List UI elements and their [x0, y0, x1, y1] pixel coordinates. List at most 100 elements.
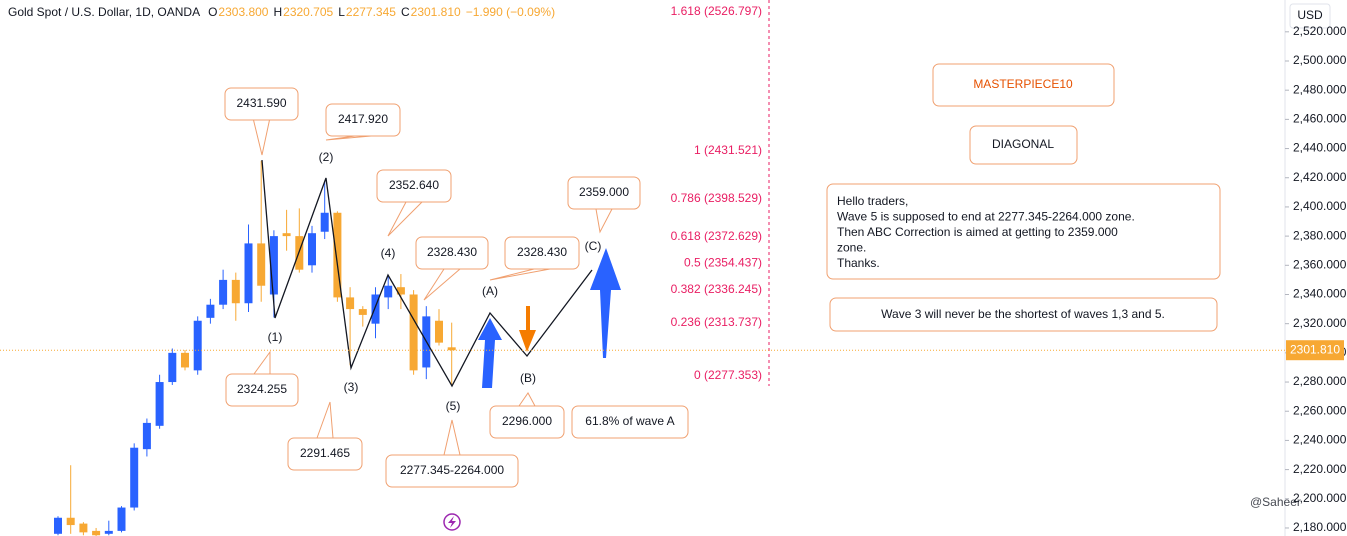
callout-box: [571, 405, 689, 439]
candle-body: [371, 294, 380, 324]
wave-path: [261, 159, 593, 388]
candle-body: [168, 352, 177, 383]
wave-label: (5): [446, 399, 461, 413]
callout-pointer: [387, 201, 423, 237]
y-tick-label: 2,400.000: [1293, 199, 1347, 213]
callout-pointer: [595, 208, 613, 234]
heading-box: [932, 63, 1115, 107]
callout-box: [504, 236, 580, 270]
y-tick-label: 2,340.000: [1293, 287, 1347, 301]
chart-title: Gold Spot / U.S. Dollar, 1D, OANDA: [8, 5, 200, 19]
y-tick-label: 2,440.000: [1293, 141, 1347, 155]
heading: MASTERPIECE10: [973, 77, 1073, 91]
last-price-box: [1286, 340, 1344, 361]
callout-box: [376, 169, 452, 203]
wave-label: (4): [381, 246, 396, 260]
rule-note: Wave 3 will never be the shortest of wav…: [881, 307, 1165, 321]
callout-pointer: [489, 268, 551, 281]
y-tick-label: 2,180.000: [1293, 520, 1347, 534]
candle-body: [142, 422, 151, 450]
candle-body: [130, 447, 139, 508]
last-price-label: 2301.810: [1290, 342, 1340, 356]
y-tick-label: 2,280.000: [1293, 374, 1347, 388]
rule-box: [829, 297, 1218, 332]
currency-button[interactable]: [1289, 3, 1331, 29]
candle-body: [269, 236, 278, 295]
notes-box: [826, 183, 1221, 280]
fib-label: 1.618 (2526.797): [671, 4, 762, 18]
wave-label: (3): [344, 380, 359, 394]
callout-text: 2328.430: [517, 245, 567, 259]
note-line: Hello traders,: [837, 194, 908, 208]
up-arrow: [590, 248, 621, 358]
callout-text: 2352.640: [389, 178, 439, 192]
callout-text: 2431.590: [236, 96, 286, 110]
currency[interactable]: USD: [1297, 8, 1323, 22]
candle-body: [333, 212, 342, 298]
y-tick-label: 2,200.000: [1293, 491, 1347, 505]
candle-body: [435, 320, 443, 343]
candle-body: [282, 233, 291, 237]
fib-label: 0.382 (2336.245): [671, 282, 762, 296]
y-tick-label: 2,420.000: [1293, 170, 1347, 184]
y-tick-label: 2,220.000: [1293, 462, 1347, 476]
candle-body: [384, 285, 393, 298]
y-tick-label: 2,360.000: [1293, 257, 1347, 271]
ohlc-label: C: [401, 5, 410, 19]
wave-label: (C): [585, 239, 602, 253]
ohlc-value: 2301.810: [411, 5, 461, 19]
candle-body: [308, 233, 316, 266]
subheading: DIAGONAL: [992, 137, 1054, 151]
ohlc-label: O: [208, 5, 217, 19]
candle-body: [79, 523, 88, 533]
fib-label: 0.5 (2354.437): [684, 256, 762, 270]
candle-body: [54, 517, 62, 534]
callout-box: [489, 405, 565, 439]
candle-body: [409, 294, 418, 371]
callout-text: 61.8% of wave A: [585, 414, 674, 428]
y-tick-label: 2,460.000: [1293, 112, 1347, 126]
y-tick-label: 2,480.000: [1293, 82, 1347, 96]
wave-label: (A): [482, 284, 498, 298]
candle-body: [117, 507, 126, 531]
fib-label: 1 (2431.521): [694, 143, 762, 157]
fib-label: 0.786 (2398.529): [671, 191, 762, 205]
wave-label: (2): [319, 150, 334, 164]
ohlc-value: 2320.705: [283, 5, 333, 19]
y-tick-label: 2,520.000: [1293, 24, 1347, 38]
callout-box: [415, 236, 489, 270]
event-icon[interactable]: [443, 513, 461, 531]
wave-label: (B): [520, 371, 536, 385]
fib-label: 0.618 (2372.629): [671, 229, 762, 243]
candle-body: [231, 279, 240, 304]
callout-text: 2291.465: [300, 446, 350, 460]
note-line: Wave 5 is supposed to end at 2277.345-22…: [837, 210, 1135, 224]
ohlc-label: H: [273, 5, 282, 19]
callout-pointer: [423, 268, 461, 301]
candle-body: [320, 212, 329, 232]
callout-text: 2296.000: [502, 414, 552, 428]
y-tick-label: 2,240.000: [1293, 433, 1347, 447]
callout-box: [567, 176, 641, 210]
candle-body: [193, 320, 202, 371]
note-line: Then ABC Correction is aimed at getting …: [837, 225, 1118, 239]
callout-pointer: [253, 119, 270, 156]
candle-body: [66, 517, 75, 526]
callout-pointer: [316, 401, 334, 439]
callout-text: 2417.920: [338, 112, 388, 126]
subheading-box: [969, 125, 1078, 165]
candle-body: [244, 243, 253, 304]
ohlc-label: L: [338, 5, 345, 19]
candle-body: [346, 297, 355, 310]
fib-label: 0.236 (2313.737): [671, 315, 762, 329]
callout-pointer: [443, 419, 461, 456]
callout-box: [385, 454, 519, 488]
y-tick-label: 2,260.000: [1293, 403, 1347, 417]
candle-body: [92, 530, 101, 536]
candle-body: [181, 352, 189, 368]
callout-text: 2277.345-2264.000: [400, 463, 504, 477]
callout-pointer: [325, 135, 372, 141]
wave-label: (1): [268, 330, 283, 344]
up-arrow: [478, 318, 502, 388]
